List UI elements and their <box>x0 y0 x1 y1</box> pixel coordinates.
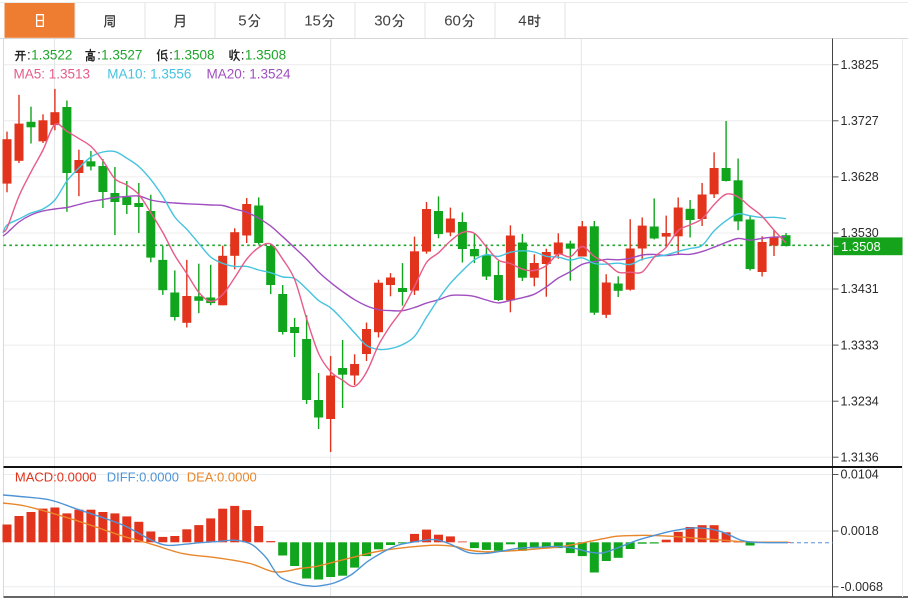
svg-text:MACD:0.0000: MACD:0.0000 <box>15 469 97 484</box>
svg-text:1.3431: 1.3431 <box>841 282 879 296</box>
svg-text:MA10: 1.3556: MA10: 1.3556 <box>107 67 191 82</box>
svg-text:4: 4 <box>518 13 526 30</box>
svg-text::: : <box>169 48 173 63</box>
svg-text:6: 6 <box>444 13 452 30</box>
svg-text:0.0018: 0.0018 <box>841 524 879 538</box>
svg-text:1.3508: 1.3508 <box>245 48 286 63</box>
svg-text:MA20: 1.3524: MA20: 1.3524 <box>207 67 292 82</box>
svg-text:-0.0068: -0.0068 <box>841 580 883 594</box>
svg-text:1.3628: 1.3628 <box>841 170 879 184</box>
svg-text:1.3136: 1.3136 <box>841 450 879 464</box>
svg-text:0.0104: 0.0104 <box>841 468 879 482</box>
svg-text:1.3825: 1.3825 <box>841 58 879 72</box>
svg-text:1.3508: 1.3508 <box>841 239 881 254</box>
svg-text:MA5: 1.3513: MA5: 1.3513 <box>14 67 91 82</box>
svg-text:1.3508: 1.3508 <box>173 48 214 63</box>
svg-text:1.3727: 1.3727 <box>841 114 879 128</box>
svg-text:5: 5 <box>313 13 321 30</box>
svg-text::: : <box>97 48 101 63</box>
svg-text::: : <box>27 48 31 63</box>
svg-text:1.3527: 1.3527 <box>101 48 142 63</box>
svg-text:1.3530: 1.3530 <box>841 226 879 240</box>
svg-text:1.3333: 1.3333 <box>841 338 879 352</box>
svg-text:5: 5 <box>238 13 246 30</box>
svg-text:3: 3 <box>374 13 382 30</box>
svg-text:0: 0 <box>383 13 391 30</box>
svg-text:DIFF:0.0000: DIFF:0.0000 <box>107 469 179 484</box>
svg-text:1.3234: 1.3234 <box>841 394 879 408</box>
svg-text:1.3522: 1.3522 <box>31 48 72 63</box>
svg-text:1: 1 <box>304 13 312 30</box>
svg-text::: : <box>241 48 245 63</box>
svg-text:0: 0 <box>453 13 461 30</box>
svg-text:DEA:0.0000: DEA:0.0000 <box>187 469 257 484</box>
